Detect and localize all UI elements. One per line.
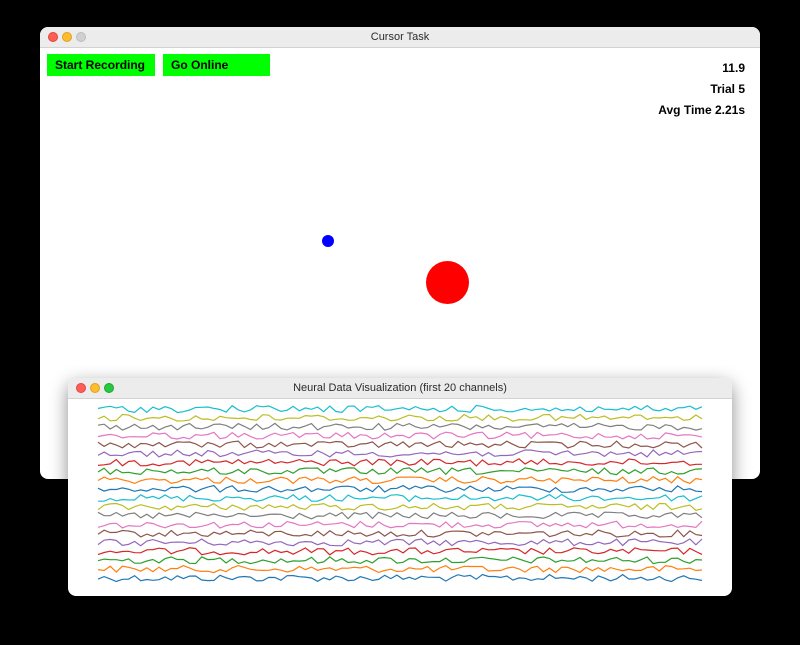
- channel-trace-14: [97, 458, 702, 467]
- channel-trace-6: [97, 529, 703, 538]
- channel-trace-1: [97, 573, 703, 583]
- average-time: Avg Time 2.21s: [658, 103, 745, 117]
- channel-trace-9: [97, 502, 703, 511]
- channel-trace-3: [97, 556, 703, 565]
- channel-trace-11: [97, 484, 703, 493]
- channel-trace-12: [97, 475, 703, 485]
- window-title: Cursor Task: [370, 31, 430, 43]
- minimize-window-button[interactable]: [90, 383, 100, 393]
- target-circle: [426, 261, 469, 304]
- maximize-window-button[interactable]: [104, 383, 114, 393]
- channel-trace-5: [97, 538, 703, 547]
- trial-counter: Trial 5: [710, 82, 745, 96]
- channel-trace-17: [97, 431, 703, 440]
- go-online-button[interactable]: Go Online: [163, 54, 270, 76]
- neural-data-titlebar[interactable]: Neural Data Visualization (first 20 chan…: [68, 378, 732, 399]
- neural-traces-plot: [97, 404, 703, 583]
- channel-trace-4: [97, 547, 703, 556]
- channel-trace-8: [97, 511, 703, 520]
- start-recording-button[interactable]: Start Recording: [47, 54, 155, 76]
- close-window-button[interactable]: [76, 383, 86, 393]
- close-window-button[interactable]: [48, 32, 58, 42]
- channel-trace-19: [97, 413, 703, 422]
- neural-data-window: Neural Data Visualization (first 20 chan…: [68, 378, 732, 596]
- channel-trace-18: [97, 422, 703, 431]
- cursor-task-titlebar[interactable]: Cursor Task: [40, 27, 760, 48]
- channel-trace-7: [97, 520, 703, 529]
- minimize-window-button[interactable]: [62, 32, 72, 42]
- score-value: 11.9: [722, 61, 745, 75]
- channel-trace-20: [97, 404, 703, 414]
- channel-trace-2: [97, 564, 703, 574]
- channel-trace-13: [97, 467, 703, 476]
- channel-trace-16: [97, 440, 703, 449]
- cursor-dot: [322, 235, 334, 247]
- maximize-window-button[interactable]: [76, 32, 86, 42]
- channel-trace-10: [98, 493, 703, 503]
- window-title: Neural Data Visualization (first 20 chan…: [293, 382, 507, 394]
- channel-trace-15: [97, 449, 703, 458]
